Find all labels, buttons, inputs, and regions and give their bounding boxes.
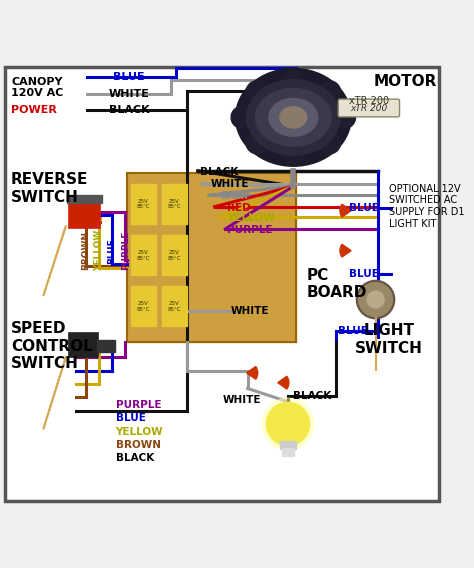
Wedge shape [246, 366, 258, 379]
Text: BLUE: BLUE [116, 413, 146, 423]
Text: SPEED
CONTROL
SWITCH: SPEED CONTROL SWITCH [11, 321, 93, 371]
Text: REVERSE
SWITCH: REVERSE SWITCH [11, 172, 89, 204]
Bar [69, 202, 100, 228]
Bar [127, 173, 295, 342]
Ellipse shape [236, 69, 351, 166]
FancyBboxPatch shape [338, 99, 400, 117]
Circle shape [319, 81, 340, 103]
Text: BLUE: BLUE [338, 325, 368, 336]
Text: xTR 200: xTR 200 [349, 96, 389, 106]
Text: 25V
85°C: 25V 85°C [137, 250, 150, 261]
Bar [280, 441, 296, 449]
Wedge shape [340, 244, 351, 257]
Ellipse shape [280, 107, 307, 128]
Text: LIGHT
SWITCH: LIGHT SWITCH [355, 323, 423, 356]
Circle shape [359, 283, 392, 316]
Bar [162, 235, 187, 275]
Wedge shape [278, 376, 289, 389]
Bar [69, 333, 98, 357]
Text: RED: RED [227, 203, 250, 212]
Text: YELLOW: YELLOW [94, 230, 103, 272]
Ellipse shape [255, 89, 331, 146]
Text: CANOPY
120V AC: CANOPY 120V AC [11, 77, 64, 98]
Text: GRAY: GRAY [220, 191, 251, 201]
Bar [282, 448, 294, 456]
Text: 25V
85°C: 25V 85°C [137, 199, 150, 210]
Ellipse shape [269, 98, 318, 136]
Text: BLUE: BLUE [349, 203, 379, 212]
Text: BLACK: BLACK [200, 167, 238, 177]
Circle shape [246, 81, 268, 103]
Text: PC
BOARD: PC BOARD [307, 268, 367, 300]
Bar [127, 173, 295, 342]
Text: WHITE: WHITE [109, 89, 149, 99]
Circle shape [267, 403, 310, 445]
Text: WHITE: WHITE [211, 179, 250, 190]
Text: BLACK: BLACK [116, 453, 154, 463]
Circle shape [319, 132, 340, 154]
Text: WHITE: WHITE [222, 395, 261, 406]
Circle shape [356, 281, 395, 319]
Bar [97, 340, 115, 352]
Bar [162, 286, 187, 326]
Text: 25V
85°C: 25V 85°C [168, 250, 181, 261]
Bar [67, 195, 102, 203]
Text: BROWN: BROWN [81, 231, 90, 270]
Circle shape [367, 291, 384, 308]
Circle shape [262, 398, 314, 450]
Text: BLACK: BLACK [109, 105, 149, 115]
Text: 25V
85°C: 25V 85°C [168, 301, 181, 312]
Circle shape [333, 106, 356, 128]
Circle shape [282, 70, 304, 93]
Text: YELLOW: YELLOW [116, 427, 163, 437]
Text: MOTOR: MOTOR [374, 74, 437, 89]
Wedge shape [340, 204, 351, 217]
Text: 25V
85°C: 25V 85°C [168, 199, 181, 210]
Text: WHITE: WHITE [231, 306, 270, 316]
Text: PURPLE: PURPLE [116, 400, 161, 410]
Bar [131, 184, 155, 224]
Text: BROWN: BROWN [116, 440, 161, 450]
Text: OPTIONAL 12V
SWITCHED AC
SUPPLY FOR D1
LIGHT KIT: OPTIONAL 12V SWITCHED AC SUPPLY FOR D1 L… [389, 184, 465, 229]
Text: PURPLE: PURPLE [121, 231, 130, 270]
Bar [131, 235, 155, 275]
Text: POWER: POWER [11, 105, 57, 115]
Ellipse shape [246, 80, 340, 155]
Bar [131, 286, 155, 326]
Text: YELLOW: YELLOW [227, 213, 274, 223]
Text: BLUE: BLUE [108, 238, 117, 264]
Circle shape [282, 142, 304, 164]
Text: 25V
85°C: 25V 85°C [137, 301, 150, 312]
Text: BLACK: BLACK [293, 391, 332, 401]
Circle shape [231, 106, 253, 128]
Circle shape [246, 132, 268, 154]
Text: BLUE: BLUE [349, 269, 379, 279]
Text: PURPLE: PURPLE [227, 225, 272, 235]
Text: xTR 200: xTR 200 [350, 103, 387, 112]
Bar [162, 184, 187, 224]
Text: BLUE: BLUE [113, 72, 145, 82]
